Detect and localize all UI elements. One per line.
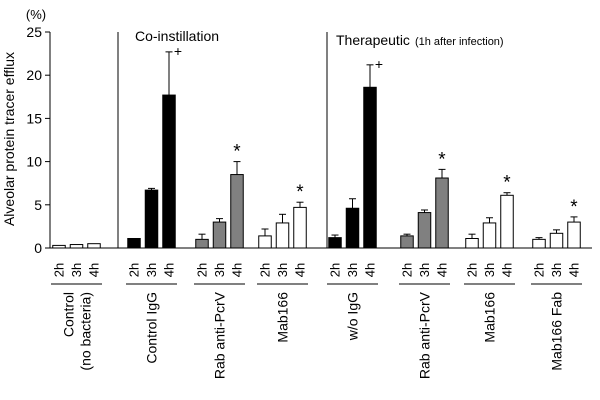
- x-tick-label-g6-3h: 3h: [417, 263, 432, 277]
- x-tick-label-g1-4h: 4h: [87, 263, 102, 277]
- bar-g1-2h: [52, 244, 66, 249]
- significance-mark-g4: *: [296, 182, 304, 203]
- x-tick-label-g4-3h: 3h: [275, 263, 290, 277]
- y-unit-label: (%): [26, 7, 46, 22]
- bar-g1-4h: [87, 243, 101, 249]
- panel-title-therapeutic-sub: (1h after infection): [415, 36, 504, 48]
- group-label-g6: Rab anti-PcrV: [417, 291, 433, 379]
- bar-g4-4h: [293, 206, 307, 249]
- x-tick-label-g7-2h: 2h: [465, 263, 480, 277]
- y-tick-label-5: 5: [34, 197, 42, 213]
- x-tick-label-g4-4h: 4h: [293, 263, 308, 277]
- x-tick-label-g5-4h: 4h: [363, 263, 378, 277]
- bar-g2-4h: [162, 94, 176, 249]
- x-tick-label-g5-3h: 3h: [345, 263, 360, 277]
- group-label-g4: Mab166: [275, 292, 291, 343]
- group-label-g1: Control: [61, 292, 77, 337]
- panel-title-coinstillation: Co-instillation: [135, 28, 219, 44]
- x-tick-label-g5-2h: 2h: [328, 263, 343, 277]
- significance-mark-g6: *: [438, 149, 446, 170]
- significance-mark-g2: +: [174, 43, 182, 59]
- bar-g8-4h: [567, 221, 581, 249]
- bar-g3-2h: [195, 238, 209, 249]
- bar-g1-3h: [69, 244, 84, 249]
- bar-g5-3h: [345, 207, 360, 249]
- bar-g2-3h: [144, 189, 159, 249]
- bar-g6-4h: [435, 177, 449, 249]
- bar-g7-3h: [482, 222, 497, 249]
- bar-g3-4h: [230, 174, 244, 249]
- group-label-g3: Rab anti-PcrV: [212, 291, 228, 379]
- x-tick-label-g7-3h: 3h: [482, 263, 497, 277]
- bar-g5-4h: [363, 86, 377, 249]
- bar-g7-4h: [500, 194, 514, 249]
- group-label-g2: Control IgG: [144, 292, 160, 364]
- y-tick-label-10: 10: [26, 154, 42, 170]
- panel-title-therapeutic: Therapeutic (1h after infection): [336, 32, 504, 48]
- bar-g7-2h: [465, 237, 479, 249]
- x-tick-label-g6-2h: 2h: [400, 263, 415, 277]
- y-tick-label-25: 25: [26, 24, 42, 40]
- x-tick-label-g8-4h: 4h: [567, 263, 582, 277]
- bar-g6-3h: [417, 212, 432, 249]
- x-tick-label-g4-2h: 2h: [258, 263, 273, 277]
- y-tick-label-20: 20: [26, 67, 42, 83]
- x-tick-label-g1-2h: 2h: [52, 263, 67, 277]
- x-tick-label-g3-3h: 3h: [212, 263, 227, 277]
- group-label-g5: w/o IgG: [345, 292, 361, 341]
- y-tick-label-0: 0: [34, 240, 42, 256]
- bar-g6-2h: [400, 235, 414, 249]
- significance-mark-g7: *: [503, 173, 511, 194]
- bar-g8-3h: [549, 232, 564, 249]
- bar-g3-3h: [212, 221, 227, 249]
- bar-g4-3h: [275, 222, 290, 249]
- group-sublabel-g1: (no bacteria): [78, 292, 94, 371]
- significance-mark-g3: *: [233, 142, 241, 163]
- y-tick-label-15: 15: [26, 110, 42, 126]
- x-tick-label-g2-4h: 4h: [162, 263, 177, 277]
- y-axis-label: Alveolar protein tracer efflux: [1, 52, 17, 226]
- x-tick-label-g7-4h: 4h: [500, 263, 515, 277]
- bar-g8-2h: [532, 238, 546, 249]
- x-tick-label-g3-2h: 2h: [195, 263, 210, 277]
- x-tick-label-g2-3h: 3h: [144, 263, 159, 277]
- bar-g2-2h: [127, 237, 141, 249]
- significance-mark-g8: *: [570, 197, 578, 218]
- group-label-g8: Mab166 Fab: [549, 292, 565, 371]
- x-tick-label-g6-4h: 4h: [435, 263, 450, 277]
- x-tick-label-g8-3h: 3h: [549, 263, 564, 277]
- x-tick-label-g3-4h: 4h: [230, 263, 245, 277]
- significance-mark-g5: +: [375, 56, 383, 72]
- bar-g5-2h: [328, 237, 342, 249]
- x-tick-label-g2-2h: 2h: [127, 263, 142, 277]
- x-tick-label-g8-2h: 2h: [532, 263, 547, 277]
- x-tick-label-g1-3h: 3h: [69, 263, 84, 277]
- panel-title-therapeutic-main: Therapeutic: [336, 32, 410, 48]
- bar-g4-2h: [258, 235, 272, 249]
- group-label-g7: Mab166: [482, 292, 498, 343]
